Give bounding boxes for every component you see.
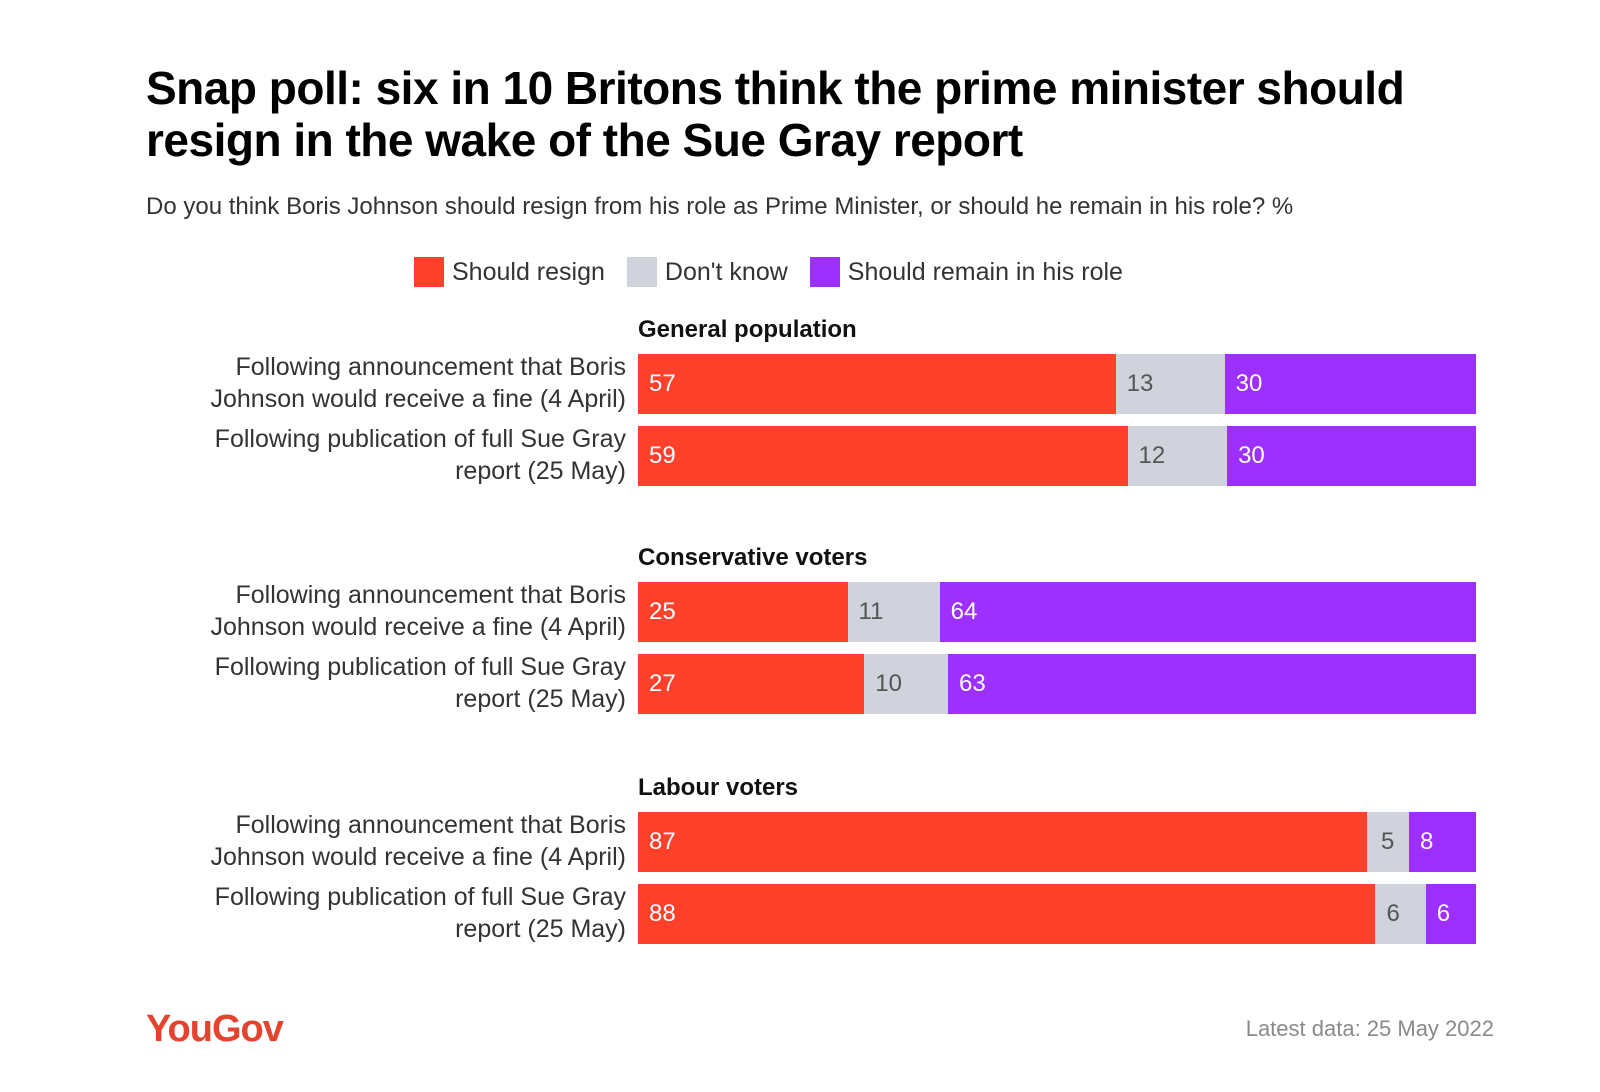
legend-label-dont-know: Don't know <box>664 257 788 286</box>
bar-segment-dont-know <box>1375 884 1426 944</box>
row-label: Following publication of full Sue Gray r… <box>214 425 626 485</box>
chart-title: Snap poll: six in 10 Britons think the p… <box>146 62 1405 166</box>
data-label-remain: 30 <box>1235 370 1263 397</box>
data-label-resign: 59 <box>649 442 676 469</box>
bar-segment-resign <box>638 582 848 642</box>
bar-segment-dont-know <box>864 654 949 714</box>
data-label-remain: 64 <box>950 598 978 625</box>
legend-item-remain: Should remain in his role <box>809 257 1123 287</box>
bar-segment-resign <box>638 654 865 714</box>
data-label-resign: 25 <box>649 598 676 625</box>
legend-swatch-dont-know <box>626 257 657 287</box>
bar-segment-remain <box>1227 426 1476 486</box>
data-label-remain: 6 <box>1436 900 1451 927</box>
group-title: Labour voters <box>638 774 799 801</box>
legend: Should resign Don't know Should remain i… <box>414 254 1145 290</box>
data-label-resign: 88 <box>649 900 676 927</box>
data-label-remain: 63 <box>959 670 986 697</box>
group-title: General population <box>638 316 857 343</box>
bar-segment-resign <box>638 354 1116 414</box>
bar-segment-remain <box>948 654 1476 714</box>
legend-item-dont-know: Don't know <box>626 257 788 287</box>
chart-subtitle: Do you think Boris Johnson should resign… <box>146 193 1294 220</box>
data-label-dont-know: 10 <box>875 670 902 697</box>
row-label: Following announcement that Boris Johnso… <box>210 811 626 871</box>
latest-data-date: Latest data: 25 May 2022 <box>1245 1016 1494 1041</box>
bar-segment-resign <box>638 812 1368 872</box>
data-label-remain: 8 <box>1419 828 1434 855</box>
legend-item-resign: Should resign <box>414 257 605 287</box>
legend-label-resign: Should resign <box>452 257 605 286</box>
row-label: Following publication of full Sue Gray r… <box>214 883 626 943</box>
bar-segment-dont-know <box>847 582 940 642</box>
bar-segment-resign <box>638 884 1376 944</box>
data-label-dont-know: 5 <box>1381 828 1395 855</box>
data-label-dont-know: 13 <box>1126 370 1154 397</box>
row-label: Following announcement that Boris Johnso… <box>210 581 626 641</box>
data-label-dont-know: 6 <box>1386 900 1400 927</box>
bar-segment-remain <box>1408 812 1476 872</box>
bar-segment-resign <box>638 426 1128 486</box>
data-label-remain: 30 <box>1238 442 1265 469</box>
bar-segment-remain <box>939 582 1476 642</box>
bar-segment-dont-know <box>1115 354 1225 414</box>
row-label: Following publication of full Sue Gray r… <box>214 653 626 713</box>
data-label-dont-know: 12 <box>1138 442 1166 469</box>
yougov-logo: YouGov <box>146 1008 284 1050</box>
legend-swatch-remain <box>809 257 840 287</box>
row-label: Following announcement that Boris Johnso… <box>210 353 626 413</box>
bar-segment-remain <box>1224 354 1476 414</box>
bar-segment-dont-know <box>1367 812 1409 872</box>
data-label-resign: 57 <box>649 370 676 397</box>
data-label-resign: 87 <box>649 828 676 855</box>
bar-segment-dont-know <box>1127 426 1228 486</box>
legend-swatch-resign <box>414 257 444 287</box>
data-label-dont-know: 11 <box>858 598 884 625</box>
group-title: Conservative voters <box>638 544 868 571</box>
legend-label-remain: Should remain in his role <box>847 257 1123 286</box>
data-label-resign: 27 <box>649 670 676 697</box>
bar-segment-remain <box>1425 884 1476 944</box>
